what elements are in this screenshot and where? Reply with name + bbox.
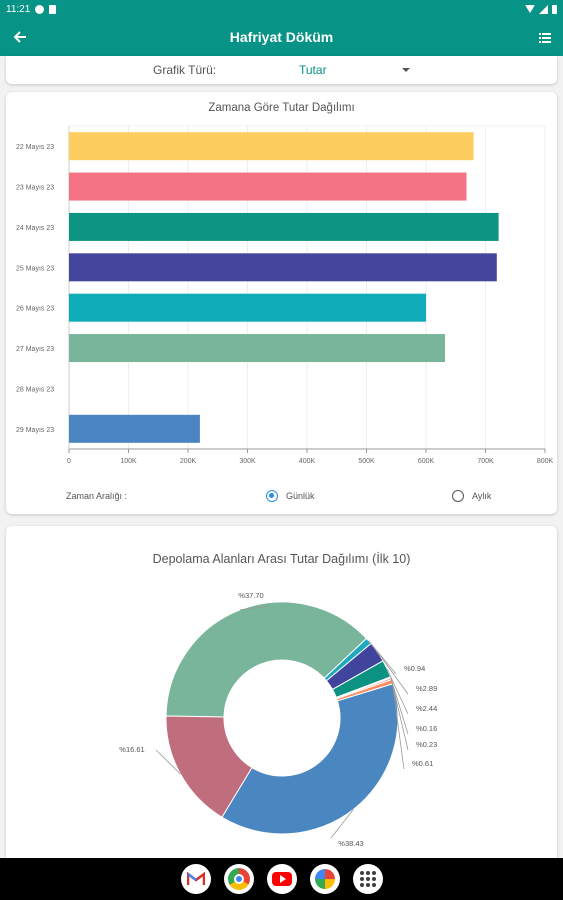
y-tick-label: 28 Mayıs 23 bbox=[16, 386, 54, 393]
y-tick-label: 24 Mayıs 23 bbox=[16, 225, 54, 232]
pie-chart-card: Depolama Alanları Arası Tutar Dağılımı (… bbox=[6, 526, 557, 860]
sim-icon bbox=[49, 4, 57, 14]
pie-leader-line bbox=[368, 640, 397, 675]
bar[interactable] bbox=[69, 172, 467, 201]
radio-monthly-label: Aylık bbox=[472, 491, 492, 501]
page-title: Hafriyat Döküm bbox=[229, 29, 334, 45]
pie-label: %16.61 bbox=[119, 745, 144, 754]
pie-label: %38.43 bbox=[338, 839, 363, 848]
bar[interactable] bbox=[69, 293, 426, 322]
notification-icon bbox=[35, 4, 45, 14]
y-tick-label: 29 Mayıs 23 bbox=[16, 427, 54, 434]
x-tick-label: 500K bbox=[358, 458, 375, 465]
pie-leader-line bbox=[390, 678, 409, 751]
pie-leader-line bbox=[330, 809, 354, 839]
status-time: 11:21 bbox=[6, 3, 31, 15]
radio-daily-label: Günlük bbox=[286, 491, 315, 501]
wifi-icon bbox=[525, 5, 535, 13]
pie-leader-line bbox=[386, 668, 409, 715]
chrome-icon[interactable] bbox=[223, 864, 254, 894]
battery-icon bbox=[552, 4, 557, 14]
pie-slice[interactable] bbox=[165, 715, 253, 818]
pie-label: %37.70 bbox=[238, 591, 263, 600]
chart-type-card: Grafik Türü: Tutar bbox=[6, 56, 557, 84]
bar[interactable] bbox=[69, 253, 497, 282]
pie-label: %0.23 bbox=[416, 740, 437, 749]
list-menu-button[interactable] bbox=[539, 30, 553, 44]
x-tick-label: 400K bbox=[299, 458, 316, 465]
radio-daily[interactable]: Günlük bbox=[266, 486, 315, 506]
pie-leader-line bbox=[377, 651, 409, 695]
pie-label: %2.44 bbox=[416, 704, 437, 713]
x-tick-label: 100K bbox=[120, 458, 137, 465]
arrow-left-icon bbox=[13, 31, 26, 43]
pie-label: %2.89 bbox=[416, 684, 437, 693]
pie-leader-line bbox=[155, 749, 181, 775]
pie-slice[interactable] bbox=[165, 601, 368, 718]
bar-chart-title: Zamana Göre Tutar Dağılımı bbox=[208, 102, 355, 114]
x-tick-label: 600K bbox=[418, 458, 435, 465]
pie-chart-title: Depolama Alanları Arası Tutar Dağılımı (… bbox=[152, 552, 411, 566]
radio-unchecked-icon bbox=[452, 490, 464, 502]
taskbar bbox=[0, 858, 563, 900]
pie-slice[interactable] bbox=[221, 683, 399, 835]
caret-down-icon bbox=[402, 68, 410, 72]
pie-label: %0.16 bbox=[416, 724, 437, 733]
y-tick-label: 27 Mayıs 23 bbox=[16, 346, 54, 353]
x-tick-label: 0 bbox=[67, 458, 71, 465]
photos-icon[interactable] bbox=[309, 864, 340, 894]
y-tick-label: 25 Mayıs 23 bbox=[16, 265, 54, 272]
pie-chart: %37.70 %0.94 %2.89 %2.44 %0.16 %0.23 %0.61 %38.… bbox=[119, 591, 437, 848]
back-button[interactable] bbox=[0, 18, 40, 56]
chart-type-value: Tutar bbox=[299, 63, 327, 77]
status-bar: 11:21 bbox=[0, 0, 563, 18]
signal-icon bbox=[539, 4, 548, 14]
time-range-label: Zaman Aralığı : bbox=[66, 491, 128, 501]
bar[interactable] bbox=[69, 212, 499, 241]
bar[interactable] bbox=[69, 132, 474, 161]
y-tick-label: 26 Mayıs 23 bbox=[16, 306, 54, 313]
pie-leader-line bbox=[390, 677, 409, 735]
bar[interactable] bbox=[69, 334, 446, 363]
radio-checked-icon bbox=[266, 490, 278, 502]
pie-label: %0.61 bbox=[412, 759, 433, 768]
list-menu-icon bbox=[539, 33, 551, 43]
x-tick-label: 700K bbox=[477, 458, 494, 465]
chart-type-dropdown[interactable]: Tutar bbox=[291, 60, 416, 80]
time-range-row: Zaman Aralığı : Günlük Aylık bbox=[6, 486, 557, 506]
app-drawer-icon[interactable] bbox=[352, 864, 383, 894]
x-tick-label: 300K bbox=[239, 458, 256, 465]
bar-chart-card: Zamana Göre Tutar Dağılımı 0 100K 200K 300K… bbox=[6, 92, 557, 514]
radio-monthly[interactable]: Aylık bbox=[452, 486, 491, 506]
bar-chart: 0 100K 200K 300K 400K 500K 600K 700K 800K 22 Mayı… bbox=[16, 125, 554, 465]
youtube-icon[interactable] bbox=[266, 864, 297, 894]
x-tick-label: 200K bbox=[180, 458, 197, 465]
y-tick-label: 23 Mayıs 23 bbox=[16, 185, 54, 192]
app-bar: Hafriyat Döküm bbox=[0, 18, 563, 56]
pie-label: %0.94 bbox=[404, 664, 425, 673]
bar[interactable] bbox=[69, 414, 200, 443]
chart-type-label: Grafik Türü: bbox=[153, 63, 217, 77]
pie-leader-line bbox=[391, 681, 405, 770]
x-tick-label: 800K bbox=[537, 458, 554, 465]
pie-leader-line bbox=[240, 605, 270, 611]
y-tick-label: 22 Mayıs 23 bbox=[16, 144, 54, 151]
gmail-icon[interactable] bbox=[180, 864, 211, 894]
